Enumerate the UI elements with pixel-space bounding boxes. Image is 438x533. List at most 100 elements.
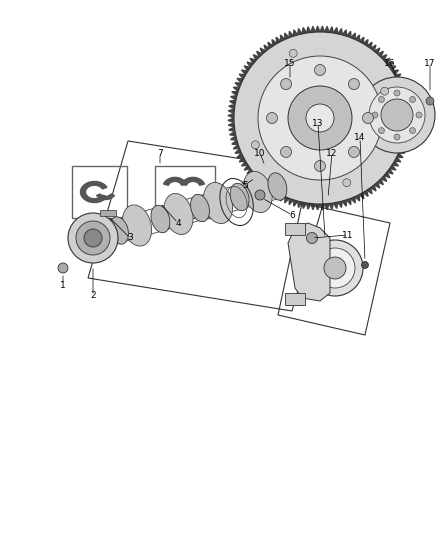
Circle shape (314, 160, 325, 172)
Circle shape (234, 32, 406, 204)
Polygon shape (346, 198, 351, 205)
Polygon shape (237, 78, 244, 83)
Text: 11: 11 (342, 230, 354, 239)
Circle shape (372, 112, 378, 118)
Polygon shape (405, 127, 411, 132)
Polygon shape (359, 192, 364, 199)
Polygon shape (307, 27, 311, 33)
Circle shape (394, 134, 400, 140)
Polygon shape (397, 78, 403, 83)
Polygon shape (381, 175, 387, 181)
Ellipse shape (58, 263, 68, 273)
Ellipse shape (307, 240, 363, 296)
Ellipse shape (122, 205, 152, 246)
Polygon shape (276, 192, 281, 199)
Bar (285, 223, 305, 235)
Text: 7: 7 (157, 149, 163, 157)
Circle shape (410, 127, 416, 134)
Polygon shape (232, 140, 238, 144)
Circle shape (359, 77, 435, 153)
Polygon shape (298, 201, 302, 207)
Circle shape (349, 78, 360, 90)
Polygon shape (406, 109, 412, 114)
Polygon shape (307, 203, 311, 209)
Ellipse shape (324, 257, 346, 279)
Polygon shape (239, 157, 246, 162)
Polygon shape (363, 39, 368, 46)
Polygon shape (163, 177, 187, 185)
Polygon shape (329, 203, 333, 209)
Ellipse shape (426, 97, 434, 105)
Polygon shape (406, 118, 412, 123)
Text: 4: 4 (175, 219, 181, 228)
Polygon shape (268, 188, 273, 194)
Polygon shape (395, 74, 401, 79)
Polygon shape (302, 28, 307, 34)
Ellipse shape (151, 205, 170, 233)
Polygon shape (247, 62, 253, 68)
Polygon shape (298, 29, 302, 35)
Polygon shape (387, 62, 393, 68)
Text: 17: 17 (424, 59, 436, 68)
Polygon shape (397, 153, 403, 158)
Polygon shape (97, 194, 114, 199)
Bar (100, 210, 116, 216)
Polygon shape (228, 123, 234, 127)
Polygon shape (351, 197, 355, 203)
Text: 3: 3 (127, 233, 133, 243)
Polygon shape (404, 100, 410, 104)
Polygon shape (285, 197, 289, 203)
Ellipse shape (230, 183, 249, 211)
Polygon shape (387, 168, 393, 174)
Ellipse shape (203, 182, 233, 223)
Ellipse shape (84, 229, 102, 247)
Circle shape (416, 112, 422, 118)
Circle shape (381, 87, 389, 95)
Polygon shape (403, 136, 410, 140)
Ellipse shape (76, 221, 110, 255)
Polygon shape (404, 132, 410, 136)
Polygon shape (242, 70, 248, 75)
Polygon shape (406, 123, 412, 127)
Polygon shape (355, 195, 360, 201)
Polygon shape (257, 179, 262, 185)
Polygon shape (342, 30, 346, 36)
Polygon shape (230, 132, 236, 136)
Ellipse shape (307, 232, 318, 244)
Polygon shape (371, 185, 376, 191)
Text: 5: 5 (242, 181, 248, 190)
Polygon shape (257, 51, 262, 57)
Polygon shape (389, 165, 396, 170)
Circle shape (378, 127, 385, 134)
Polygon shape (230, 100, 236, 104)
Polygon shape (235, 149, 241, 153)
Polygon shape (244, 165, 251, 170)
Polygon shape (392, 70, 399, 75)
Polygon shape (229, 127, 235, 132)
Circle shape (306, 104, 334, 132)
Polygon shape (406, 114, 412, 118)
Polygon shape (302, 202, 307, 208)
Polygon shape (280, 35, 285, 42)
Polygon shape (315, 204, 320, 210)
Polygon shape (320, 204, 325, 210)
Circle shape (378, 96, 385, 102)
Text: 13: 13 (312, 118, 324, 127)
Circle shape (251, 141, 259, 149)
Polygon shape (402, 140, 408, 144)
Bar (285, 293, 305, 305)
Polygon shape (320, 26, 325, 32)
Polygon shape (346, 31, 351, 38)
Circle shape (349, 147, 360, 157)
Ellipse shape (68, 213, 118, 263)
Bar (155, 166, 215, 218)
Polygon shape (359, 37, 364, 44)
Polygon shape (272, 39, 277, 46)
Polygon shape (182, 177, 205, 185)
Polygon shape (351, 33, 355, 39)
Ellipse shape (164, 193, 193, 235)
Polygon shape (367, 188, 372, 194)
Polygon shape (229, 104, 235, 109)
Polygon shape (250, 58, 256, 64)
Ellipse shape (255, 190, 265, 200)
